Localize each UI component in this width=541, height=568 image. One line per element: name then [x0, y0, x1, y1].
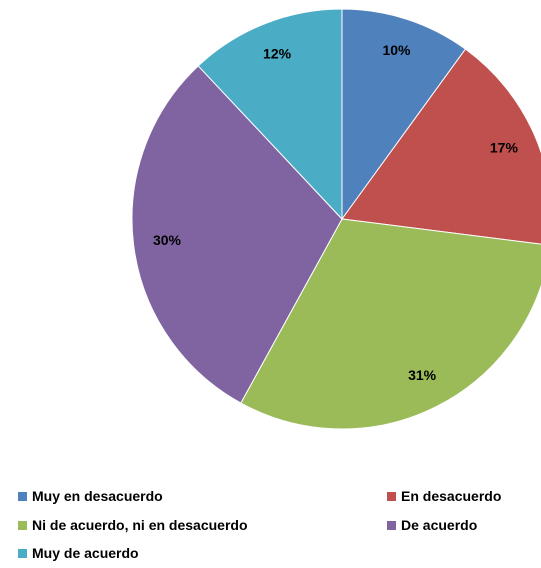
- data-label: 31%: [408, 367, 437, 383]
- pie-slices: [131, 8, 541, 430]
- data-label: 30%: [153, 232, 182, 248]
- pie-chart: 10% 17% 31% 30% 12%: [131, 8, 541, 430]
- pie-slice-de-acuerdo: [131, 65, 343, 404]
- pie-slice-en-desacuerdo: [341, 48, 541, 245]
- pie-slice-muy-en-desacuerdo: [341, 8, 467, 221]
- data-label: 17%: [490, 140, 519, 156]
- legend-label: Ni de acuerdo, ni en desacuerdo: [32, 517, 248, 533]
- pie-slice-muy-de-acuerdo: [197, 8, 343, 221]
- legend-item-muy-en-desacuerdo: Muy en desacuerdo: [18, 488, 163, 504]
- legend-item-ni-de-acuerdo: Ni de acuerdo, ni en desacuerdo: [18, 517, 248, 533]
- legend-item-en-desacuerdo: En desacuerdo: [387, 488, 501, 504]
- legend-label: Muy en desacuerdo: [32, 488, 163, 504]
- legend-label: Muy de acuerdo: [32, 545, 139, 561]
- data-label: 12%: [263, 46, 292, 62]
- pie-data-labels: 10% 17% 31% 30% 12%: [153, 42, 518, 383]
- legend-swatch: [387, 520, 396, 530]
- legend-swatch: [18, 491, 27, 501]
- legend-label: De acuerdo: [401, 517, 478, 533]
- legend-label: En desacuerdo: [401, 488, 502, 504]
- legend-item-muy-de-acuerdo: Muy de acuerdo: [18, 545, 139, 561]
- chart-legend: Muy en desacuerdo En desacuerdo Ni de ac…: [0, 480, 541, 568]
- legend-swatch: [18, 520, 27, 530]
- legend-swatch: [18, 548, 27, 558]
- data-label: 10%: [382, 42, 411, 58]
- pie-slice-ni-de-acuerdo-ni-en-desacuerdo: [240, 218, 541, 430]
- legend-item-de-acuerdo: De acuerdo: [387, 517, 477, 533]
- legend-swatch: [387, 491, 396, 501]
